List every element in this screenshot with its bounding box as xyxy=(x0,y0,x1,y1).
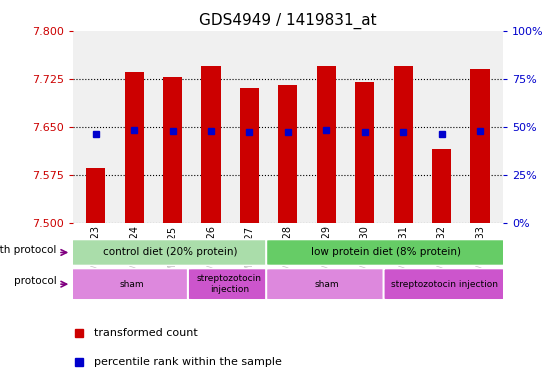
FancyBboxPatch shape xyxy=(70,239,271,266)
FancyBboxPatch shape xyxy=(383,268,505,300)
FancyBboxPatch shape xyxy=(188,268,271,300)
Bar xyxy=(432,149,451,223)
Text: streptozotocin injection: streptozotocin injection xyxy=(391,280,498,289)
Bar xyxy=(125,72,144,223)
Text: growth protocol: growth protocol xyxy=(0,245,56,255)
Text: transformed count: transformed count xyxy=(94,328,198,338)
Bar xyxy=(355,82,375,223)
Bar xyxy=(163,77,182,223)
Bar xyxy=(86,168,105,223)
Text: protocol: protocol xyxy=(14,276,56,286)
Bar xyxy=(278,85,297,223)
FancyBboxPatch shape xyxy=(266,268,388,300)
Text: low protein diet (8% protein): low protein diet (8% protein) xyxy=(311,247,461,258)
Bar xyxy=(240,88,259,223)
Text: sham: sham xyxy=(119,280,144,289)
Text: percentile rank within the sample: percentile rank within the sample xyxy=(94,357,282,367)
Text: streptozotocin
injection: streptozotocin injection xyxy=(197,275,262,294)
FancyBboxPatch shape xyxy=(70,268,192,300)
Bar xyxy=(394,66,413,223)
FancyBboxPatch shape xyxy=(266,239,505,266)
Bar xyxy=(201,66,221,223)
Text: sham: sham xyxy=(315,280,339,289)
Bar xyxy=(317,66,336,223)
Title: GDS4949 / 1419831_at: GDS4949 / 1419831_at xyxy=(199,13,377,29)
Text: control diet (20% protein): control diet (20% protein) xyxy=(103,247,238,258)
Bar xyxy=(471,69,490,223)
